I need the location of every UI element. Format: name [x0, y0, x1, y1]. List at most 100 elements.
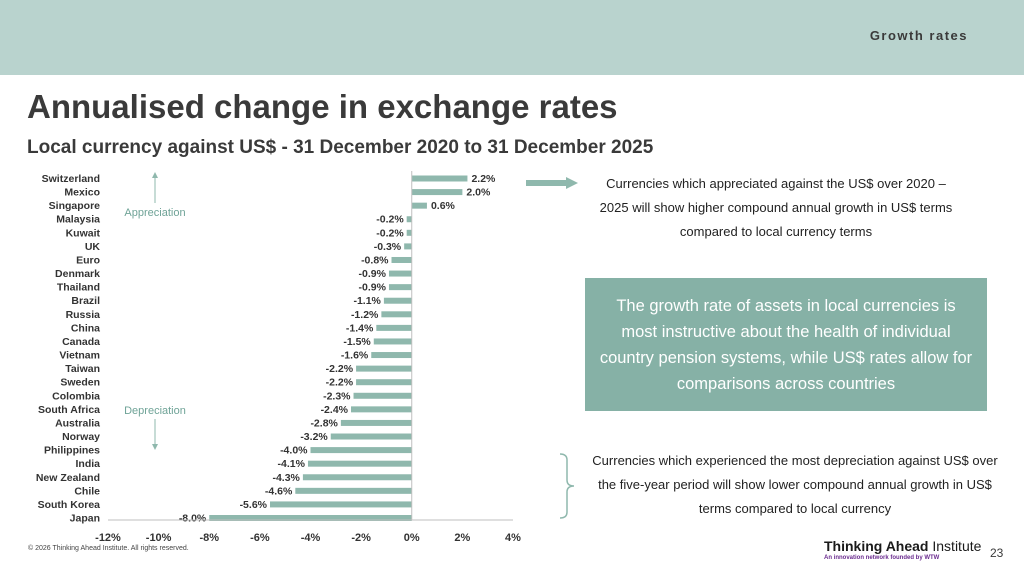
- x-tick-label: -4%: [301, 532, 321, 544]
- header-band: Growth rates: [0, 0, 1024, 75]
- data-label: 0.6%: [431, 200, 456, 212]
- appreciation-label: Appreciation: [124, 207, 185, 219]
- depreciation-arrowhead-icon: [152, 444, 158, 450]
- data-label: -0.2%: [376, 214, 404, 226]
- bar: [411, 202, 427, 209]
- category-label: South Korea: [38, 499, 101, 511]
- category-label: Chile: [74, 485, 100, 497]
- bar: [411, 189, 463, 196]
- logo-bold: Thinking Ahead: [824, 538, 929, 554]
- bar: [270, 501, 412, 508]
- data-label: 2.2%: [471, 173, 496, 185]
- category-label: Euro: [76, 254, 100, 266]
- category-label: Russia: [66, 309, 101, 321]
- data-label: -1.5%: [343, 336, 371, 348]
- data-label: -8.0%: [179, 513, 207, 525]
- category-label: Taiwan: [65, 363, 100, 375]
- category-label: South Africa: [38, 404, 100, 416]
- x-tick-label: 2%: [454, 532, 470, 544]
- data-label: -4.0%: [280, 445, 308, 457]
- bar: [330, 433, 412, 440]
- category-label: Colombia: [52, 390, 100, 402]
- data-label: -4.1%: [278, 458, 306, 470]
- category-label: Thailand: [57, 282, 100, 294]
- bar: [373, 338, 412, 345]
- category-label: China: [71, 322, 100, 334]
- bar: [383, 297, 412, 304]
- x-tick-label: -12%: [95, 532, 121, 544]
- category-label: UK: [85, 241, 101, 253]
- data-label: -2.2%: [326, 377, 354, 389]
- data-label: -0.2%: [376, 227, 404, 239]
- x-tick-label: 4%: [505, 532, 521, 544]
- data-label: -0.8%: [361, 254, 389, 266]
- category-label: Malaysia: [56, 214, 100, 226]
- page-title: Annualised change in exchange rates: [27, 88, 618, 125]
- bar: [356, 365, 412, 372]
- bar: [356, 379, 412, 386]
- category-label: Denmark: [55, 268, 100, 280]
- data-label: -1.2%: [351, 309, 379, 321]
- category-label: Japan: [70, 513, 100, 525]
- data-label: -1.1%: [353, 295, 381, 307]
- data-label: -4.3%: [272, 472, 300, 484]
- depreciation-label: Depreciation: [124, 405, 186, 417]
- section-label: Growth rates: [869, 28, 968, 43]
- page-subtitle: Local currency against US$ - 31 December…: [27, 137, 654, 158]
- appreciation-note: Currencies which appreciated against the…: [599, 176, 953, 239]
- x-tick-label: 0%: [404, 532, 420, 544]
- category-label: Singapore: [49, 200, 101, 212]
- appreciation-arrowhead-icon: [152, 172, 158, 178]
- bar: [310, 447, 412, 454]
- arrow-right-icon: [526, 177, 578, 189]
- bar: [376, 324, 412, 331]
- data-label: -5.6%: [240, 499, 268, 511]
- thinking-ahead-logo: Thinking Ahead Institute An innovation n…: [824, 538, 981, 561]
- data-label: -0.9%: [359, 282, 387, 294]
- data-label: -2.4%: [321, 404, 349, 416]
- x-tick-label: -2%: [351, 532, 371, 544]
- category-label: India: [75, 458, 100, 470]
- bar: [351, 406, 412, 413]
- data-label: -3.2%: [300, 431, 328, 443]
- copyright-footer: © 2026 Thinking Ahead Institute. All rig…: [28, 545, 189, 552]
- bar: [307, 460, 412, 467]
- category-label: Norway: [62, 431, 100, 443]
- logo-tagline: An innovation network founded by WTW: [824, 555, 940, 561]
- bar: [295, 487, 412, 494]
- callout-text: The growth rate of assets in local curre…: [599, 296, 973, 393]
- bar: [353, 392, 412, 399]
- data-label: -2.2%: [326, 363, 354, 375]
- bar: [302, 474, 412, 481]
- bar: [391, 256, 412, 263]
- category-label: Kuwait: [66, 227, 101, 239]
- category-label: Brazil: [71, 295, 100, 307]
- category-label: Philippines: [44, 445, 100, 457]
- bar: [406, 229, 412, 236]
- bar: [411, 175, 468, 182]
- data-label: 2.0%: [466, 187, 491, 199]
- category-label: New Zealand: [36, 472, 100, 484]
- exchange-rate-bar-chart: Switzerland 2.2% Mexico 2.0% Singapore 0.6% Ma…: [36, 171, 521, 544]
- data-label: -0.3%: [374, 241, 402, 253]
- data-label: -1.6%: [341, 350, 369, 362]
- logo-regular: Institute: [928, 538, 982, 554]
- bar: [340, 419, 412, 426]
- depreciation-note: Currencies which experienced the most de…: [592, 453, 998, 516]
- category-label: Mexico: [64, 187, 100, 199]
- category-label: Switzerland: [42, 173, 100, 185]
- category-label: Sweden: [60, 377, 100, 389]
- bar: [371, 352, 412, 359]
- data-label: -2.3%: [323, 390, 351, 402]
- key-insight-callout: The growth rate of assets in local curre…: [585, 278, 987, 411]
- bar: [404, 243, 412, 250]
- x-tick-label: -10%: [146, 532, 172, 544]
- data-label: -4.6%: [265, 485, 293, 497]
- bracket-icon: [559, 453, 575, 519]
- bar: [381, 311, 412, 318]
- bar: [388, 270, 412, 277]
- bar: [209, 515, 412, 521]
- bar: [406, 216, 412, 223]
- data-label: -0.9%: [359, 268, 387, 280]
- category-label: Australia: [55, 417, 100, 429]
